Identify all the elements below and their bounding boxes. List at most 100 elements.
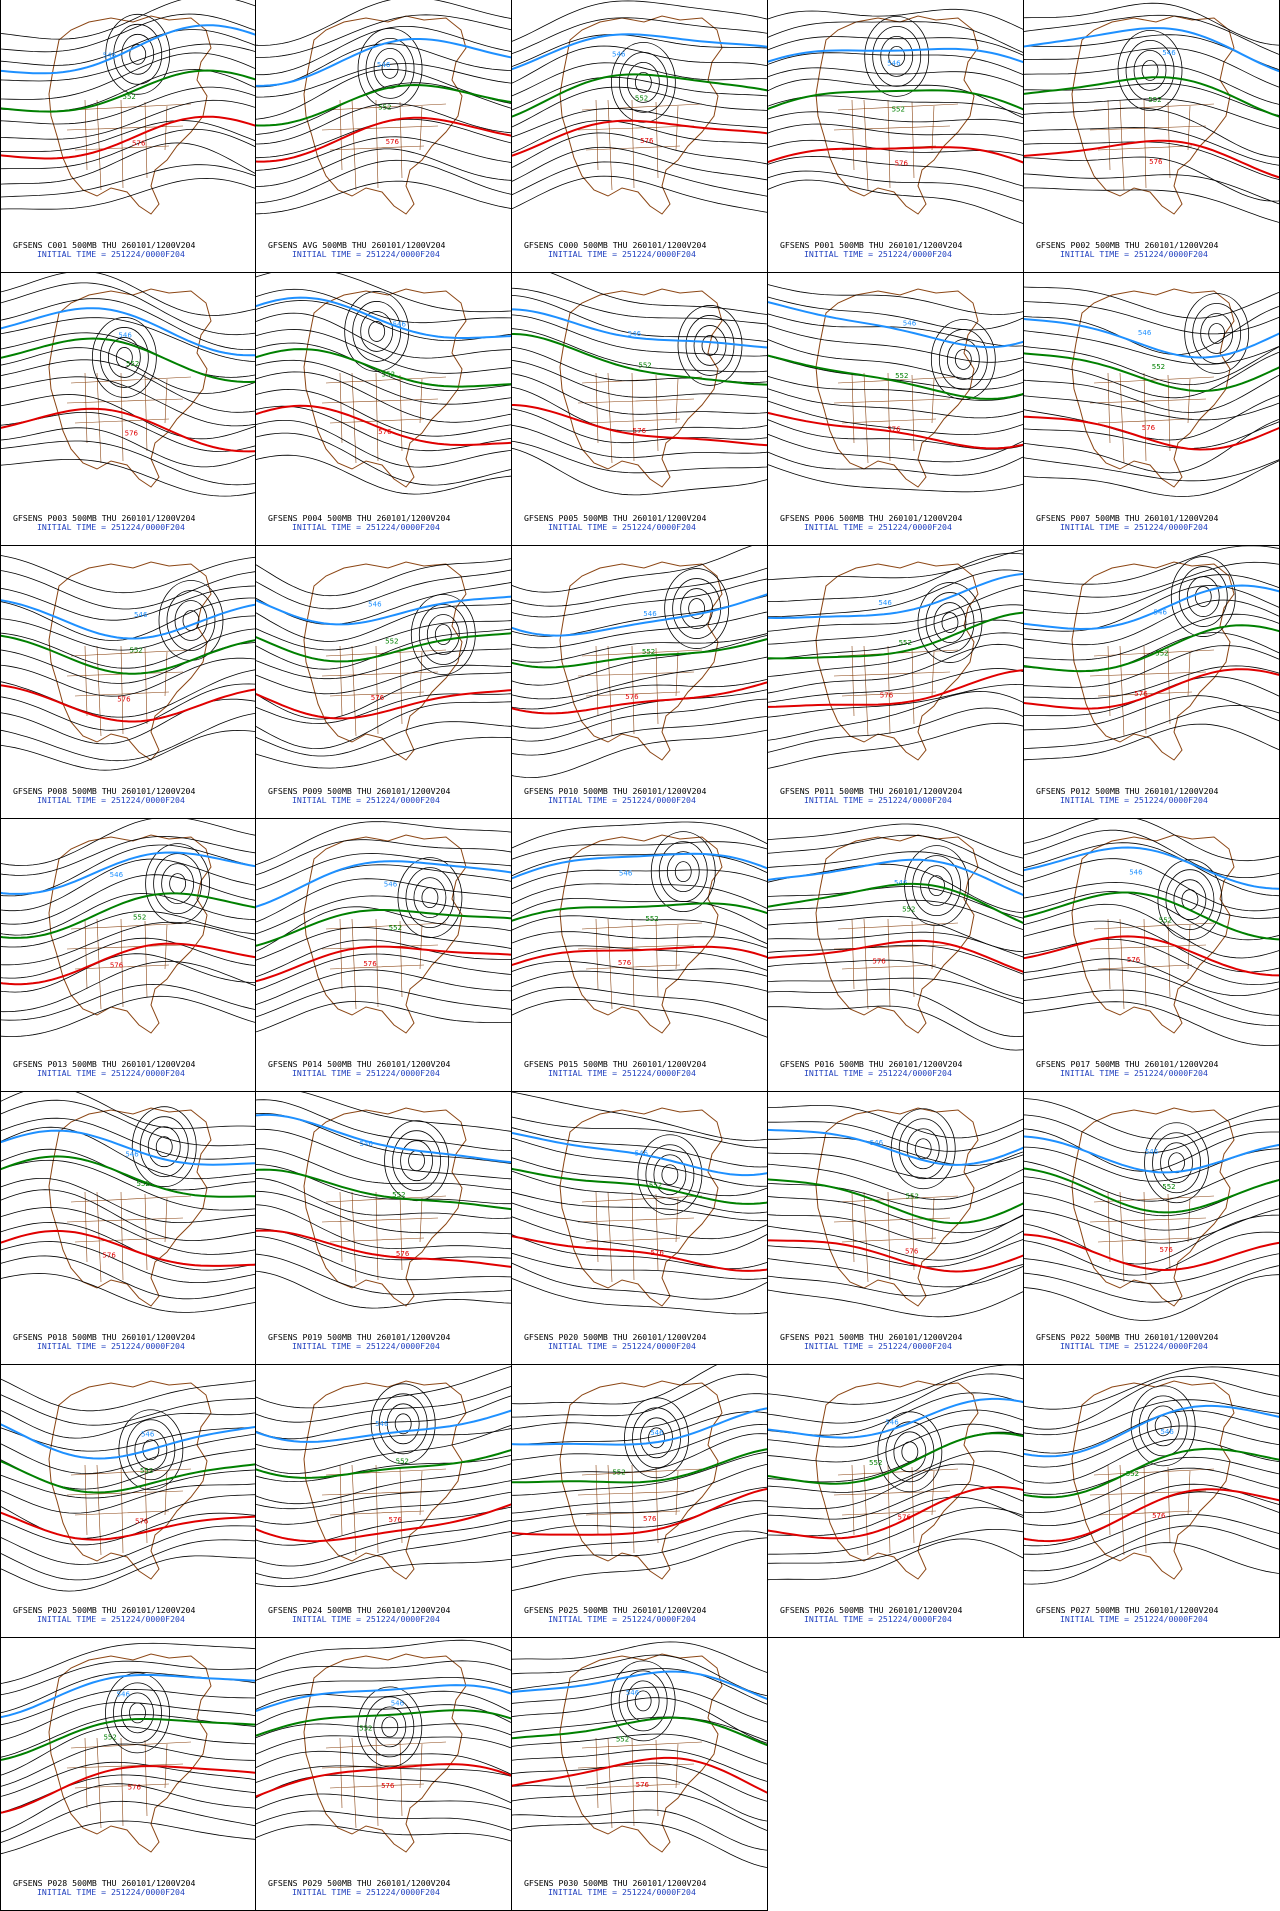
closed-low-contour (1157, 859, 1223, 941)
contour-label: 546 (141, 1431, 155, 1439)
coastline (48, 1653, 212, 1853)
panel-title: GFSENS P019 500MB THU 260101/1200V204 (268, 1332, 451, 1342)
closed-low-contour (653, 1154, 687, 1196)
height-contour (512, 1365, 718, 1405)
closed-low-contour (131, 1106, 197, 1188)
ensemble-panel-p011: 546 552 576 GFSENS P011 500MB THU 260101/12… (768, 546, 1024, 819)
height-contour (512, 1373, 767, 1418)
height-contour-map: 546 552 576 (1, 819, 255, 1037)
closed-low-contour (169, 873, 187, 895)
height-contour (1, 273, 255, 316)
height-contour (1024, 645, 1279, 688)
height-contour (1024, 1214, 1279, 1265)
height-contour (256, 603, 511, 642)
height-contour (1, 844, 255, 897)
state-borders (66, 1191, 192, 1283)
contour-546 (256, 1113, 511, 1164)
closed-low-contour (885, 1421, 935, 1483)
contour-552 (1024, 891, 1279, 941)
height-contour (512, 869, 767, 890)
height-contour (1, 459, 255, 497)
height-contour (768, 722, 1023, 769)
height-contour (256, 1531, 511, 1579)
contour-546 (768, 47, 1023, 64)
height-contour (768, 284, 1023, 316)
contour-label: 552 (1152, 363, 1165, 371)
panel-initial-time: INITIAL TIME = 251224/0000F204 (1060, 795, 1208, 805)
coastline (1071, 1107, 1235, 1307)
height-contour (768, 21, 1023, 53)
contour-552 (768, 1178, 1023, 1225)
closed-low-contour (357, 27, 423, 109)
contour-label: 552 (396, 1458, 409, 1466)
contour-552 (256, 909, 511, 947)
closed-low-contour (688, 598, 706, 619)
closed-low-contour (637, 1134, 703, 1216)
height-contour (768, 325, 1023, 363)
height-contour (512, 86, 767, 128)
closed-low-contour (901, 1441, 919, 1463)
height-contour (1, 1273, 255, 1313)
height-contour (1, 177, 255, 210)
ensemble-panel-p004: 546 552 576 GFSENS P004 500MB THU 260101/12… (256, 273, 512, 546)
height-contour (256, 1385, 511, 1423)
height-contour (1024, 829, 1279, 878)
height-contour (256, 118, 511, 159)
height-contour (768, 1005, 1023, 1051)
height-contour (768, 355, 1023, 390)
coastline (815, 1380, 979, 1580)
panel-initial-time: INITIAL TIME = 251224/0000F204 (292, 1614, 440, 1624)
height-contour (256, 1506, 511, 1546)
height-contour (256, 721, 511, 757)
closed-low-contour (368, 321, 386, 342)
contour-552 (768, 611, 1023, 660)
height-contour (1, 1206, 255, 1255)
height-contour (768, 170, 1023, 202)
height-contour (256, 1491, 511, 1525)
closed-low-contour (946, 339, 980, 380)
contour-label: 546 (626, 1689, 640, 1697)
height-contour (512, 34, 767, 67)
closed-low-contour (880, 35, 914, 77)
height-contour (1, 1660, 255, 1696)
contour-label: 552 (649, 1182, 662, 1190)
height-contour (256, 1204, 511, 1250)
height-contour (512, 1762, 767, 1802)
height-contour (1024, 989, 1279, 1026)
closed-low-contour (384, 1120, 449, 1202)
panel-title: GFSENS P026 500MB THU 260101/1200V204 (780, 1605, 963, 1615)
height-contour (512, 634, 767, 686)
closed-low-contour (166, 590, 216, 651)
height-contour (512, 120, 767, 154)
closed-low-contour (118, 1409, 184, 1491)
panel-title: GFSENS P021 500MB THU 260101/1200V204 (780, 1332, 963, 1342)
state-borders (577, 99, 703, 191)
height-contour (1024, 705, 1279, 750)
coastline (303, 288, 467, 488)
closed-low-contour (182, 610, 200, 631)
closed-low-contour (664, 568, 730, 649)
height-contour (1024, 842, 1279, 897)
height-contour (1024, 1366, 1279, 1410)
height-contour (1024, 676, 1279, 717)
panel-initial-time: INITIAL TIME = 251224/0000F204 (292, 1341, 440, 1351)
panel-initial-time: INITIAL TIME = 251224/0000F204 (804, 1341, 952, 1351)
closed-low-contour (378, 1393, 428, 1455)
height-contour (1, 1410, 255, 1439)
closed-low-contour (394, 1413, 412, 1435)
height-contour (256, 701, 511, 750)
contour-label: 576 (396, 1250, 410, 1258)
height-contour (1024, 1514, 1279, 1555)
height-contour (512, 853, 767, 877)
height-contour (768, 464, 1023, 493)
height-contour (1024, 561, 1279, 598)
closed-low-contour (357, 1686, 423, 1768)
contour-label: 576 (905, 1247, 919, 1255)
panel-initial-time: INITIAL TIME = 251224/0000F204 (804, 522, 952, 532)
height-contour (256, 1639, 511, 1671)
contour-label: 576 (110, 962, 124, 970)
height-contour (768, 643, 1023, 694)
height-contour-map: 546 552 576 (512, 1092, 767, 1315)
contour-552 (512, 1167, 767, 1205)
contour-576 (1024, 1233, 1279, 1272)
